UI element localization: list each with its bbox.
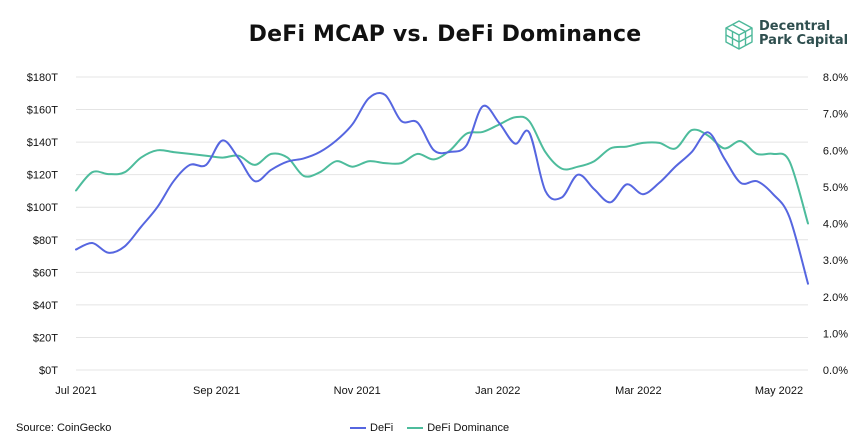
right-axis-tick-label: 6.0% xyxy=(823,145,848,157)
legend-label-defi: DeFi xyxy=(370,422,394,434)
right-axis-tick-label: 4.0% xyxy=(823,219,848,231)
x-axis-tick-label: Sep 2021 xyxy=(193,385,240,397)
legend: DeFi DeFi Dominance xyxy=(350,422,509,434)
right-axis-tick-label: 3.0% xyxy=(823,255,848,267)
left-axis-tick-label: $20T xyxy=(33,332,58,344)
legend-swatch-defi xyxy=(350,427,366,429)
right-axis-tick-label: 0.0% xyxy=(823,365,848,377)
legend-item-defi: DeFi xyxy=(350,422,393,434)
brand-name: Decentral Park Capital xyxy=(759,20,848,48)
right-axis-ticks: 0.0% 1.0% 2.0% 3.0% 4.0% 5.0% 6.0% 7.0% 8.0% xyxy=(823,72,848,377)
left-axis-tick-label: $100T xyxy=(27,202,58,214)
right-axis-tick-label: 5.0% xyxy=(823,182,848,194)
cube-icon xyxy=(725,20,753,50)
x-axis-tick-label: Jul 2021 xyxy=(55,385,97,397)
series-line-defi xyxy=(75,91,809,285)
left-axis-tick-label: $80T xyxy=(33,235,58,247)
series-lines xyxy=(75,91,809,285)
right-axis-tick-label: 8.0% xyxy=(823,72,848,84)
brand-line-2: Park Capital xyxy=(759,33,849,48)
right-axis-tick-label: 7.0% xyxy=(823,109,848,121)
x-axis-tick-label: May 2022 xyxy=(755,385,803,397)
left-axis-tick-label: $160T xyxy=(27,105,58,117)
right-axis-tick-label: 2.0% xyxy=(823,292,848,304)
x-axis-ticks: Jul 2021 Sep 2021 Nov 2021 Jan 2022 Mar 2022… xyxy=(55,385,803,397)
source-note: Source: CoinGecko xyxy=(16,422,112,434)
right-axis-tick-label: 1.0% xyxy=(823,328,848,340)
left-axis-tick-label: $0T xyxy=(39,365,58,377)
left-axis-tick-label: $60T xyxy=(33,267,58,279)
chart-title: DeFi MCAP vs. DeFi Dominance xyxy=(248,22,642,47)
left-axis-tick-label: $180T xyxy=(27,72,58,84)
left-axis-tick-label: $140T xyxy=(27,137,58,149)
left-axis-tick-label: $120T xyxy=(27,170,58,182)
series-line-defi-dominance xyxy=(75,115,809,225)
brand-logo: Decentral Park Capital xyxy=(725,18,860,52)
x-axis-tick-label: Jan 2022 xyxy=(475,385,520,397)
left-axis-ticks: $0T $20T $40T $60T $80T $100T $120T $140T $160T $… xyxy=(27,72,58,377)
legend-label-dominance: DeFi Dominance xyxy=(427,422,510,434)
grid-lines xyxy=(76,76,808,371)
legend-item-dominance: DeFi Dominance xyxy=(407,422,509,434)
legend-swatch-dominance xyxy=(407,427,424,429)
x-axis-tick-label: Nov 2021 xyxy=(334,385,381,397)
brand-line-1: Decentral xyxy=(759,19,831,34)
x-axis-tick-label: Mar 2022 xyxy=(615,385,661,397)
left-axis-tick-label: $40T xyxy=(33,300,58,312)
